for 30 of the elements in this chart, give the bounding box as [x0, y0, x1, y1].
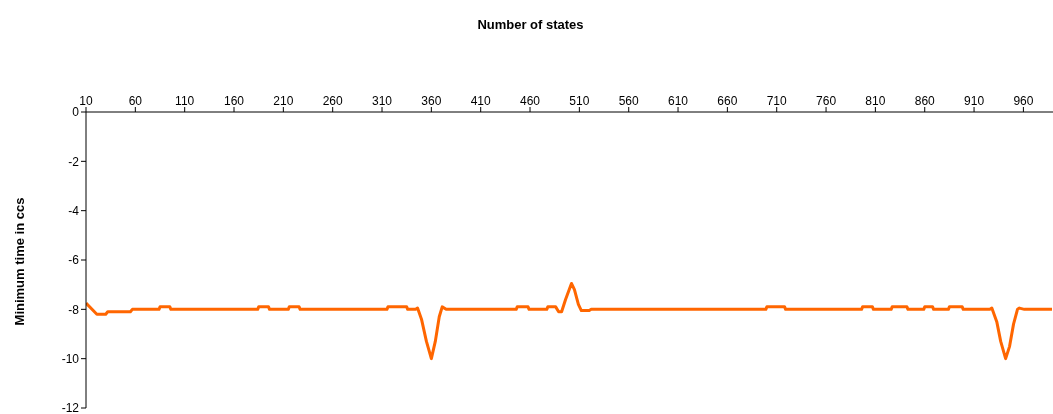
x-tick-label: 960 — [1013, 94, 1034, 108]
y-tick-label: -8 — [68, 302, 80, 317]
chart-title: Number of states — [476, 17, 585, 32]
y-tick-label: -10 — [61, 351, 80, 366]
x-tick-label: 510 — [569, 94, 590, 108]
x-tick-label: 410 — [470, 94, 492, 108]
x-tick-label: 310 — [372, 94, 393, 108]
x-tick-label: 710 — [766, 94, 788, 108]
y-tick-label: 0 — [72, 105, 80, 120]
y-axis-title: Minimum time in ccs — [12, 197, 28, 325]
x-tick-label: 910 — [964, 94, 985, 108]
x-tick-label: 860 — [914, 94, 936, 108]
x-tick-label: 560 — [618, 94, 640, 108]
x-tick-label: 110 — [175, 94, 195, 108]
y-tick-label: -6 — [68, 253, 80, 268]
x-tick-label: 10 — [79, 94, 93, 108]
y-tick-label: -12 — [61, 401, 80, 414]
line-series — [86, 281, 1053, 361]
x-tick-label: 260 — [322, 94, 344, 108]
x-tick-label: 160 — [223, 94, 245, 108]
x-tick-label: 610 — [668, 94, 689, 108]
x-tick-label: 210 — [273, 94, 294, 108]
y-tick-label: -4 — [68, 203, 80, 218]
x-tick-label: 360 — [421, 94, 442, 108]
y-tick-label: -2 — [68, 154, 80, 169]
x-tick-label: 460 — [520, 94, 541, 108]
x-tick-label: 660 — [717, 94, 738, 108]
x-tick-label: 60 — [128, 94, 143, 108]
x-tick-label: 810 — [865, 94, 886, 108]
x-tick-label: 760 — [816, 94, 837, 108]
